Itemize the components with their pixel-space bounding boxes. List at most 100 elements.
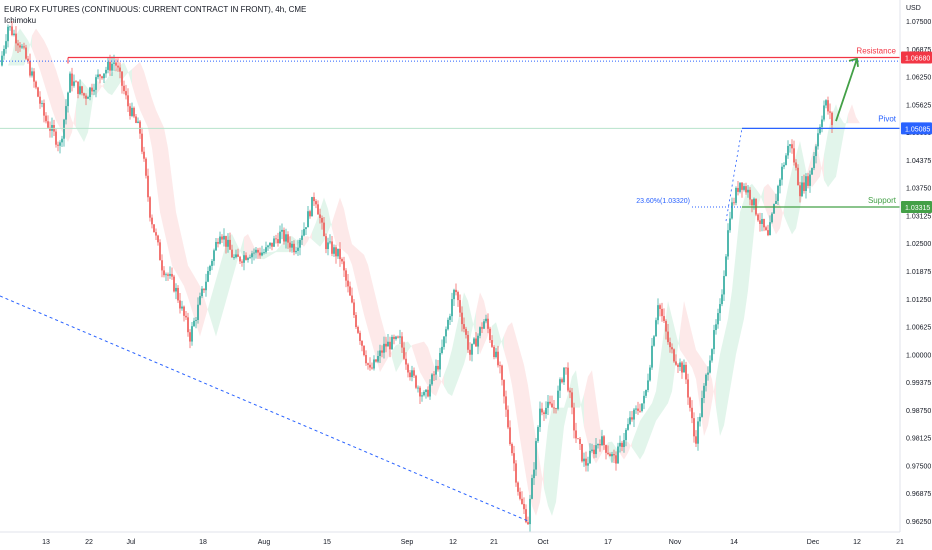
candle-body	[371, 367, 373, 369]
candle-body	[533, 469, 535, 479]
candle-body	[87, 97, 89, 99]
cloud-segment	[640, 415, 644, 460]
candle-body	[641, 403, 643, 412]
candle-body	[769, 222, 771, 236]
candle-body	[395, 336, 397, 339]
candle-body	[483, 321, 485, 329]
candle-body	[773, 203, 775, 214]
candle-body	[99, 74, 101, 77]
candle-body	[57, 144, 59, 146]
candle-body	[815, 146, 817, 157]
candle-body	[581, 443, 583, 462]
candle-body	[569, 390, 571, 393]
candle-body	[809, 174, 811, 186]
candle-body	[449, 316, 451, 320]
candle-body	[771, 213, 773, 223]
candle-body	[113, 62, 115, 64]
candle-body	[625, 429, 627, 441]
cloud-segment	[268, 252, 272, 257]
candle-body	[365, 355, 367, 364]
candle-body	[525, 509, 527, 523]
candle-body	[373, 359, 375, 369]
candle-body	[481, 327, 483, 329]
candle-body	[457, 292, 459, 301]
cloud-segment	[468, 300, 472, 350]
candle-body	[821, 119, 823, 127]
candle-body	[239, 256, 241, 262]
time-tick-label: 12	[449, 539, 457, 546]
indicator-label[interactable]: Ichimoku	[4, 16, 37, 25]
candle-body	[461, 312, 463, 325]
candle-body	[435, 365, 437, 375]
candle-body	[247, 258, 249, 260]
candle-body	[681, 362, 683, 373]
candle-body	[527, 522, 529, 525]
candle-body	[291, 243, 293, 248]
cloud-segment	[76, 78, 80, 135]
cloud-segment	[228, 234, 232, 294]
candle-body	[439, 353, 441, 370]
candle-body	[541, 408, 543, 413]
candle-body	[739, 182, 741, 192]
cloud-segment	[340, 197, 344, 252]
candle-body	[335, 247, 337, 257]
cloud-segment	[508, 322, 512, 386]
candle-body	[693, 418, 695, 437]
candle-body	[803, 182, 805, 191]
cloud-segment	[788, 169, 792, 235]
cloud-segment	[144, 71, 148, 128]
cloud-segment	[780, 205, 784, 229]
candle-body	[19, 45, 21, 48]
cloud-segment	[416, 342, 420, 373]
chart-title: EURO FX FUTURES (CONTINUOUS: CURRENT CON…	[4, 5, 307, 14]
candle-body	[687, 379, 689, 398]
candle-body	[13, 33, 15, 36]
candle-body	[139, 121, 141, 134]
candle-body	[419, 387, 421, 397]
candle-body	[691, 407, 693, 419]
candle-body	[161, 260, 163, 271]
candle-body	[359, 332, 361, 341]
candle-body	[187, 317, 189, 333]
price-tick-label: 1.06250	[906, 75, 931, 82]
candle-body	[715, 324, 717, 331]
candle-body	[789, 144, 791, 146]
candle-body	[101, 76, 103, 79]
cloud-segment	[12, 35, 16, 66]
candle-body	[787, 145, 789, 156]
cloud-segment	[584, 376, 588, 444]
candle-body	[203, 288, 205, 291]
candle-body	[125, 91, 127, 96]
cloud-segment	[728, 290, 732, 402]
cloud-segment	[392, 345, 396, 373]
cloud-segment	[768, 183, 772, 226]
candle-body	[535, 441, 537, 470]
cloud-segment	[88, 88, 92, 133]
candle-body	[415, 375, 417, 388]
candle-body	[799, 185, 801, 197]
candle-body	[447, 319, 449, 330]
candle-body	[591, 449, 593, 451]
candle-body	[647, 380, 649, 391]
candle-body	[11, 26, 13, 36]
cloud-segment	[132, 65, 136, 99]
cloud-segment	[844, 114, 848, 133]
candle-body	[77, 81, 79, 94]
cloud-segment	[548, 407, 552, 516]
candle-body	[207, 271, 209, 282]
candle-body	[443, 336, 445, 347]
candle-body	[89, 87, 91, 98]
candle-body	[249, 257, 251, 259]
candle-body	[173, 276, 175, 292]
candle-body	[221, 236, 223, 240]
cloud-segment	[344, 209, 348, 255]
candle-body	[469, 349, 471, 355]
candle-body	[589, 450, 591, 464]
candle-body	[147, 175, 149, 198]
time-axis: 13 22 Jul 18 Aug 15 Sep 12 21 Oct 17 Nov 14 Dec 12 21	[0, 531, 932, 550]
candle-body	[91, 87, 93, 92]
candle-body	[609, 453, 611, 457]
candle-body	[75, 81, 77, 83]
candle-body	[49, 127, 51, 131]
